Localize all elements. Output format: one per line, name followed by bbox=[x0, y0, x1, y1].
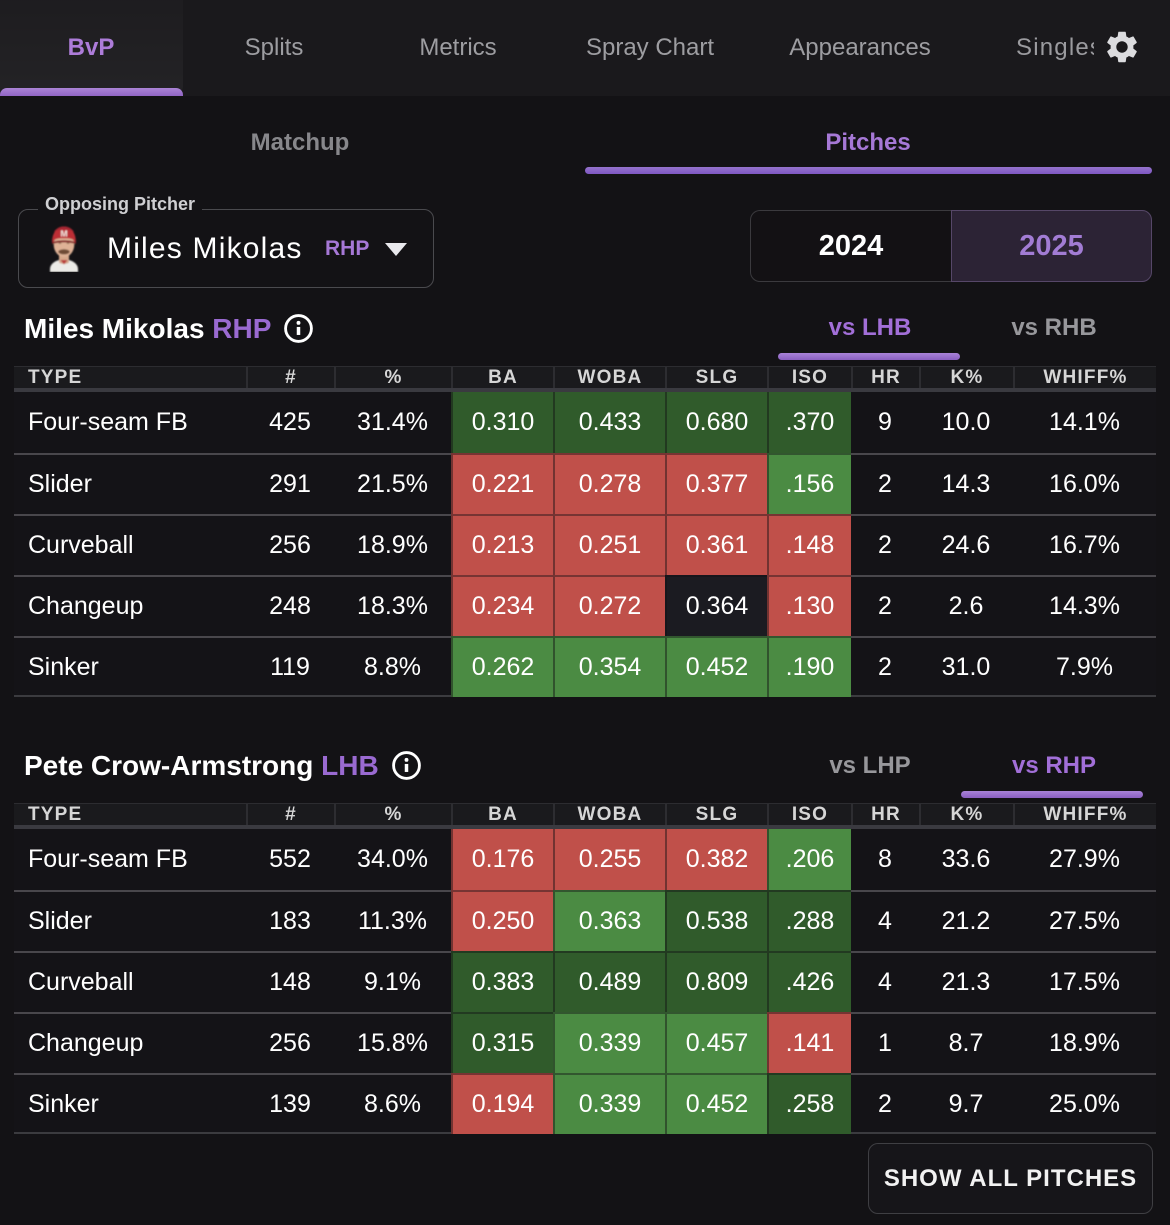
svg-text:M: M bbox=[60, 228, 67, 238]
